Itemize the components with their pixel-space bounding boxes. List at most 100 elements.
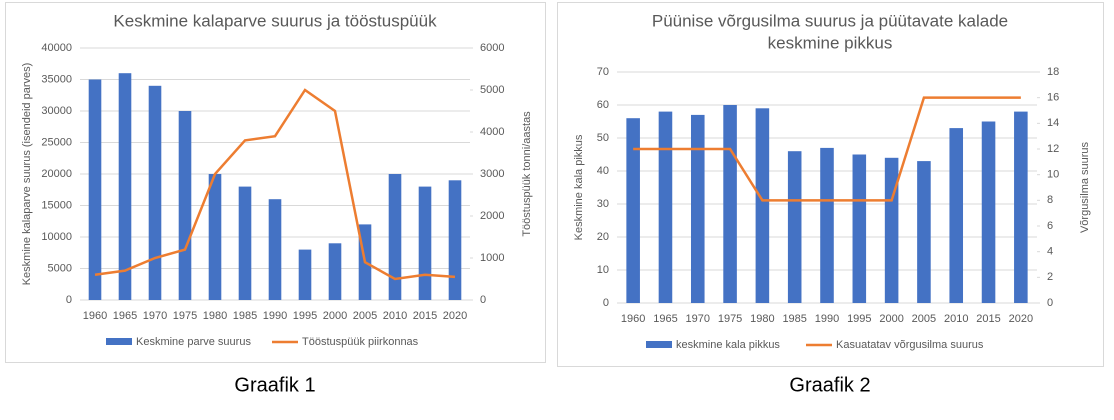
x-tick-label: 1990 <box>263 310 287 322</box>
legend-label: keskmine kala pikkus <box>676 339 780 351</box>
chart-caption: Graafik 2 <box>789 374 870 396</box>
x-tick-label: 1985 <box>233 310 257 322</box>
legend-label: Tööstuspüük piirkonnas <box>302 336 419 348</box>
bar <box>448 180 462 300</box>
x-tick-label: 1970 <box>143 310 167 322</box>
y-tick-label: 10 <box>597 264 609 276</box>
bar <box>658 111 673 303</box>
chart-frame <box>5 2 546 363</box>
x-tick-label: 1980 <box>750 313 774 325</box>
y-tick-label: 50 <box>597 132 609 144</box>
x-tick-label: 2000 <box>879 313 903 325</box>
y-tick-label: 5000 <box>48 262 72 274</box>
y-tick-label: 20 <box>597 231 609 243</box>
y-tick-label: 40000 <box>41 42 72 54</box>
y-tick-label: 0 <box>66 294 72 306</box>
bar <box>626 118 640 303</box>
y-axis-title: Keskmine kala pikkus <box>573 134 585 240</box>
x-tick-label: 2020 <box>443 310 467 322</box>
y2-tick-label: 14 <box>1047 117 1059 129</box>
x-tick-label: 1980 <box>203 310 227 322</box>
y-tick-label: 60 <box>597 99 609 111</box>
y2-tick-label: 1000 <box>480 252 504 264</box>
y2-tick-label: 4000 <box>480 126 504 138</box>
x-tick-label: 1975 <box>718 313 742 325</box>
x-tick-label: 1995 <box>847 313 871 325</box>
chart-caption: Graafik 1 <box>234 374 315 396</box>
y-axis-title: Keskmine kalaparve suurus (isendeid parv… <box>21 63 33 286</box>
x-tick-label: 1960 <box>83 310 107 322</box>
bar <box>418 186 432 300</box>
line-series <box>633 96 1021 202</box>
x-tick-label: 2000 <box>323 310 347 322</box>
x-tick-label: 1995 <box>293 310 317 322</box>
x-tick-label: 2015 <box>976 313 1000 325</box>
bar <box>723 105 737 303</box>
bar <box>268 199 282 300</box>
y-tick-label: 0 <box>603 297 609 309</box>
legend-label: Kasuatatav võrgusilma suurus <box>836 339 984 351</box>
x-tick-label: 1965 <box>653 313 677 325</box>
y2-tick-label: 6000 <box>480 42 504 54</box>
y2-tick-label: 18 <box>1047 66 1059 78</box>
y-tick-label: 25000 <box>41 136 72 148</box>
bar <box>755 108 770 303</box>
bar <box>238 186 252 300</box>
y2-tick-label: 8 <box>1047 194 1053 206</box>
bar <box>852 154 867 303</box>
legend-swatch <box>106 338 132 345</box>
x-tick-label: 2005 <box>353 310 377 322</box>
bar <box>298 249 312 300</box>
bar <box>148 85 162 300</box>
x-tick-label: 1960 <box>621 313 645 325</box>
y-tick-label: 30 <box>597 198 609 210</box>
y-tick-label: 20000 <box>41 168 72 180</box>
chart-title: Püünise võrgusilma suurus ja püütavate k… <box>652 11 1008 30</box>
y2-tick-label: 0 <box>1047 297 1053 309</box>
x-tick-label: 1985 <box>782 313 806 325</box>
x-tick-label: 2010 <box>383 310 407 322</box>
y2-tick-label: 3000 <box>480 168 504 180</box>
x-tick-label: 2010 <box>944 313 968 325</box>
y2-tick-label: 4 <box>1047 246 1053 258</box>
chart-title: Keskmine kalaparve suurus ja tööstuspüük <box>113 11 437 30</box>
y-tick-label: 10000 <box>41 231 72 243</box>
bar <box>388 174 402 300</box>
y-tick-label: 40 <box>597 165 609 177</box>
bar <box>917 161 931 303</box>
y2-tick-label: 12 <box>1047 143 1059 155</box>
x-tick-label: 1970 <box>686 313 710 325</box>
bar <box>328 243 342 300</box>
bar <box>981 121 996 303</box>
bar <box>88 79 102 300</box>
y-tick-label: 35000 <box>41 73 72 85</box>
x-tick-label: 1990 <box>815 313 839 325</box>
y-tick-label: 15000 <box>41 199 72 211</box>
x-tick-label: 2020 <box>1009 313 1033 325</box>
bar <box>884 157 899 303</box>
y2-tick-label: 2000 <box>480 210 504 222</box>
bar <box>820 147 834 303</box>
legend-swatch <box>646 341 672 348</box>
bar <box>1014 111 1028 303</box>
x-tick-label: 2005 <box>912 313 936 325</box>
y-tick-label: 30000 <box>41 105 72 117</box>
x-tick-label: 2015 <box>413 310 437 322</box>
line-series <box>94 88 456 281</box>
chart-title: keskmine pikkus <box>768 33 893 52</box>
y2-tick-label: 10 <box>1047 169 1059 181</box>
y-tick-label: 70 <box>597 66 609 78</box>
bar <box>949 128 964 303</box>
bar <box>690 114 705 304</box>
y2-axis-title: Tööstuspüük tonni/aastas <box>521 111 533 237</box>
legend-label: Keskmine parve suurus <box>136 336 251 348</box>
y2-axis-title: Võrgusilma suurus <box>1079 141 1091 233</box>
y2-tick-label: 0 <box>480 294 486 306</box>
bar <box>787 151 802 303</box>
x-tick-label: 1965 <box>113 310 137 322</box>
bar <box>118 73 132 300</box>
y2-tick-label: 6 <box>1047 220 1053 232</box>
y2-tick-label: 2 <box>1047 271 1053 283</box>
